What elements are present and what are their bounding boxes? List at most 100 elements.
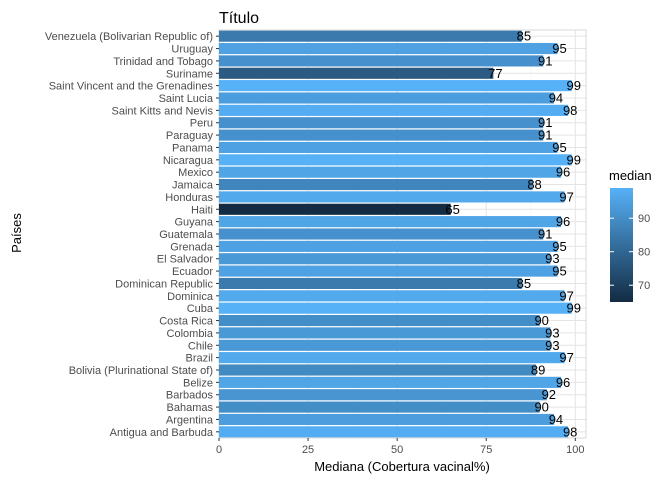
y-tick-label: Bolivia (Plurinational State of) — [69, 365, 213, 377]
y-axis-label: Países — [9, 213, 24, 253]
bar — [219, 290, 565, 302]
y-tick-label: Trinidad and Tobago — [113, 56, 213, 68]
x-tick-label: 0 — [216, 444, 222, 456]
y-tick-label: Panama — [172, 142, 214, 154]
bar-value-label: 90 — [534, 313, 548, 328]
bar-value-label: 93 — [545, 251, 559, 266]
bar-value-label: 91 — [538, 227, 552, 242]
legend-title: median — [609, 168, 652, 183]
y-tick-label: Venezuela (Bolivarian Republic of) — [45, 31, 213, 43]
bar — [219, 253, 551, 265]
y-tick-label: Saint Vincent and the Grenadines — [49, 81, 214, 93]
y-tick-label: Honduras — [165, 192, 213, 204]
bar-value-label: 85 — [517, 29, 531, 44]
y-tick-label: Belize — [183, 377, 213, 389]
legend-tick-label: 80 — [638, 247, 650, 259]
bar — [219, 55, 544, 67]
bar — [219, 141, 558, 154]
bar-value-label: 93 — [545, 338, 559, 353]
bar — [219, 389, 547, 401]
bar — [219, 228, 544, 240]
bar-value-label: 98 — [563, 103, 577, 118]
bar — [219, 166, 562, 178]
bar — [219, 67, 494, 79]
y-tick-label: Argentina — [166, 414, 214, 426]
y-tick-label: Chile — [188, 340, 213, 352]
bar-value-label: 95 — [552, 140, 566, 155]
y-tick-label: Guatemala — [159, 229, 214, 241]
x-axis-label: Mediana (Cobertura vacinal%) — [314, 459, 490, 474]
y-tick-label: Haiti — [191, 204, 213, 216]
y-tick-label: Saint Kitts and Nevis — [112, 105, 214, 117]
y-tick-label: Peru — [190, 118, 213, 130]
x-tick-label: 75 — [480, 444, 492, 456]
legend-tick-label: 70 — [638, 280, 650, 292]
bar-value-label: 96 — [556, 214, 570, 229]
bar-value-label: 98 — [563, 424, 577, 439]
bar — [219, 413, 554, 426]
y-tick-label: Mexico — [178, 167, 213, 179]
bar — [219, 314, 540, 327]
bar — [219, 191, 565, 203]
y-tick-label: Jamaica — [172, 180, 214, 192]
bar — [219, 104, 569, 116]
y-tick-label: Ecuador — [172, 266, 213, 278]
bar-value-label: 96 — [556, 165, 570, 180]
bar — [219, 352, 565, 364]
y-tick-label: Guyana — [174, 217, 213, 229]
bar-value-label: 97 — [559, 350, 573, 365]
legend: median 70 80 90 — [609, 168, 652, 302]
bar-value-label: 65 — [445, 202, 459, 217]
x-tick-label: 100 — [566, 444, 584, 456]
bar — [219, 364, 537, 376]
y-tick-label: Paraguay — [166, 130, 214, 142]
bar — [219, 426, 569, 438]
x-tick-label: 50 — [391, 444, 403, 456]
bar-value-label: 99 — [567, 78, 581, 93]
y-tick-label: Uruguay — [171, 44, 213, 56]
bar — [219, 401, 540, 413]
y-tick-label: Nicaragua — [163, 155, 214, 167]
bar-value-label: 95 — [552, 264, 566, 279]
legend-colorbar — [610, 188, 633, 302]
bar — [219, 30, 522, 42]
y-tick-label: Dominica — [167, 291, 214, 303]
bar — [219, 376, 562, 388]
bar — [219, 302, 572, 314]
y-tick-label: Brazil — [185, 353, 213, 365]
bar — [219, 265, 558, 277]
bars — [219, 30, 572, 438]
bar-value-label: 97 — [559, 288, 573, 303]
x-tick-label: 25 — [302, 444, 314, 456]
bar-value-label: 91 — [538, 128, 552, 143]
bar-value-label: 99 — [567, 301, 581, 316]
bar-value-label: 90 — [534, 400, 548, 415]
bar — [219, 92, 554, 104]
bar-value-label: 89 — [531, 363, 545, 378]
bar — [219, 203, 451, 215]
bar — [219, 117, 544, 129]
y-tick-label: Grenada — [170, 241, 214, 253]
x-axis-ticks: 0 25 50 75 100 — [216, 438, 584, 456]
y-tick-label: Bahamas — [167, 402, 214, 414]
y-tick-label: El Salvador — [157, 254, 214, 266]
bar-value-label: 96 — [556, 375, 570, 390]
y-tick-label: Suriname — [166, 68, 213, 80]
bar-value-label: 88 — [527, 177, 541, 192]
y-tick-label: Barbados — [166, 390, 214, 402]
chart-title: Título — [219, 10, 259, 27]
bar — [219, 277, 522, 290]
bar — [219, 327, 551, 339]
bar-value-label: 91 — [538, 53, 552, 68]
bar-value-label: 91 — [538, 115, 552, 130]
bar-value-label: 94 — [549, 412, 563, 427]
bar-value-label: 99 — [567, 152, 581, 167]
y-tick-label: Cuba — [187, 303, 214, 315]
bar — [219, 154, 572, 166]
value-labels: 8595917799949891919599968897659691959395… — [445, 29, 581, 440]
bar — [219, 80, 572, 92]
bar-value-label: 97 — [559, 189, 573, 204]
y-tick-label: Costa Rica — [159, 316, 214, 328]
